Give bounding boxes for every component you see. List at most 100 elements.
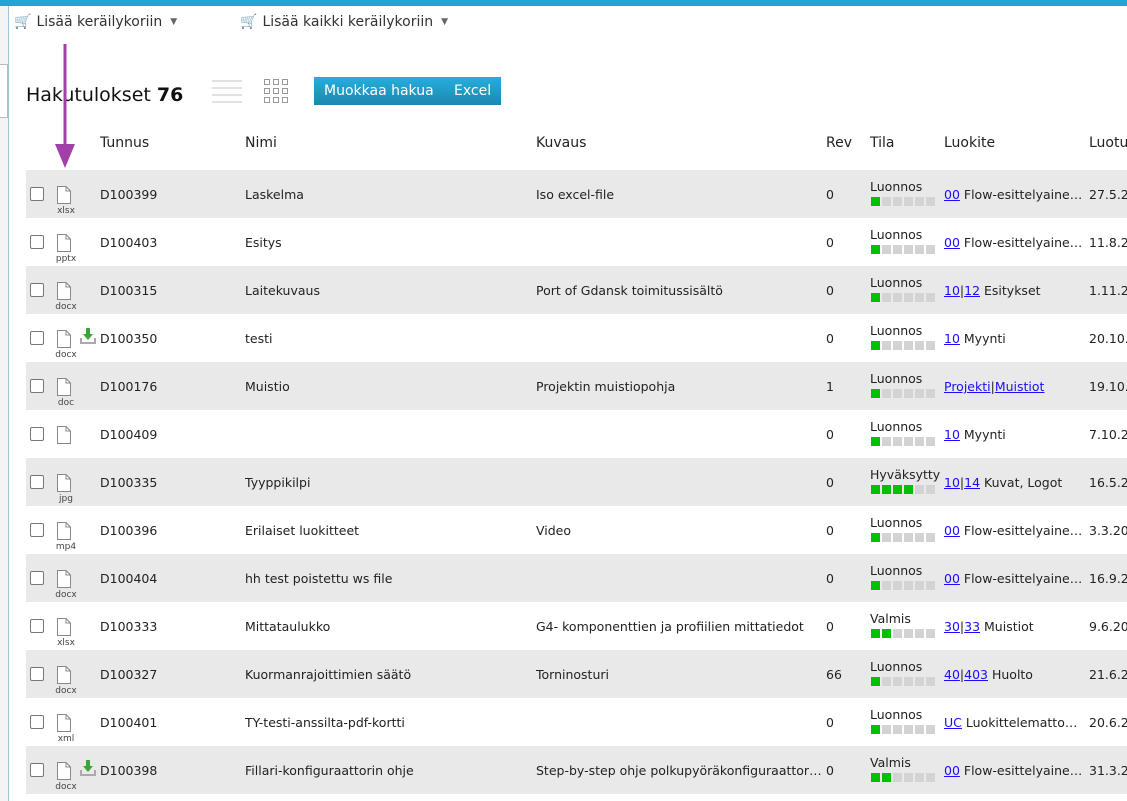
file-icon[interactable]: [57, 762, 71, 780]
document-id[interactable]: D100399: [100, 187, 158, 202]
add-all-to-basket-dropdown[interactable]: 🛒 Lisää kaikki keräilykoriin ▼: [240, 14, 448, 30]
classification-link[interactable]: 10: [944, 427, 960, 442]
document-id[interactable]: D100176: [100, 379, 158, 394]
document-id[interactable]: D100403: [100, 235, 158, 250]
row-checkbox[interactable]: [30, 763, 44, 777]
left-panel-edge[interactable]: [0, 6, 9, 801]
classification-link[interactable]: 40: [944, 667, 960, 682]
file-icon[interactable]: [57, 234, 71, 252]
table-row[interactable]: xlsx D100399 Laskelma Iso excel-file 0 L…: [26, 170, 1127, 218]
document-name[interactable]: hh test poistettu ws file: [245, 571, 393, 586]
column-header-tunnus[interactable]: Tunnus: [100, 135, 150, 151]
classification-link[interactable]: 10: [944, 475, 960, 490]
classification-link[interactable]: 10: [944, 283, 960, 298]
table-row[interactable]: doc D100176 Muistio Projektin muistiopoh…: [26, 362, 1127, 410]
table-row[interactable]: mp4 D100396 Erilaiset luokitteet Video 0…: [26, 506, 1127, 554]
document-id[interactable]: D100315: [100, 283, 158, 298]
column-header-tila[interactable]: Tila: [870, 135, 895, 151]
document-id[interactable]: D100401: [100, 715, 158, 730]
created-date: 16.5.20: [1089, 475, 1127, 490]
file-icon[interactable]: [57, 714, 71, 732]
document-name[interactable]: Laskelma: [245, 187, 304, 202]
classification-link[interactable]: 00: [944, 763, 960, 778]
file-icon[interactable]: [57, 522, 71, 540]
list-view-icon[interactable]: [212, 80, 242, 106]
classification-link[interactable]: 33: [964, 619, 981, 634]
column-header-luokite[interactable]: Luokite: [944, 135, 996, 151]
document-id[interactable]: D100335: [100, 475, 158, 490]
classification-link[interactable]: 14: [964, 475, 981, 490]
row-checkbox[interactable]: [30, 571, 44, 585]
edit-search-button[interactable]: Muokkaa hakua: [314, 77, 444, 105]
row-checkbox[interactable]: [30, 715, 44, 729]
classification-link[interactable]: 00: [944, 187, 960, 202]
row-checkbox[interactable]: [30, 475, 44, 489]
row-checkbox[interactable]: [30, 235, 44, 249]
document-id[interactable]: D100327: [100, 667, 158, 682]
download-icon[interactable]: [80, 327, 96, 345]
document-name[interactable]: Mittataulukko: [245, 619, 331, 634]
table-row[interactable]: docx D100327 Kuormanrajoittimien säätö T…: [26, 650, 1127, 698]
document-name[interactable]: Erilaiset luokitteet: [245, 523, 360, 538]
table-row[interactable]: docx D100315 Laitekuvaus Port of Gdansk …: [26, 266, 1127, 314]
row-checkbox[interactable]: [30, 523, 44, 537]
file-icon[interactable]: [57, 186, 71, 204]
document-name[interactable]: Muistio: [245, 379, 290, 394]
document-name[interactable]: Tyyppikilpi: [245, 475, 311, 490]
document-name[interactable]: testi: [245, 331, 273, 346]
add-to-basket-dropdown[interactable]: 🛒 Lisää keräilykoriin ▼: [14, 14, 177, 30]
table-row[interactable]: jpg D100335 Tyyppikilpi 0 Hyväksytty 10|…: [26, 458, 1127, 506]
column-header-nimi[interactable]: Nimi: [245, 135, 277, 151]
table-row[interactable]: D100409 0 Luonnos 10 Myynti 7.10.20: [26, 410, 1127, 458]
row-checkbox[interactable]: [30, 667, 44, 681]
document-name[interactable]: Kuormanrajoittimien säätö: [245, 667, 412, 682]
classification-link[interactable]: 00: [944, 235, 960, 250]
classification-link[interactable]: 00: [944, 571, 960, 586]
file-icon[interactable]: [57, 330, 71, 348]
document-id[interactable]: D100350: [100, 331, 158, 346]
document-id[interactable]: D100404: [100, 571, 158, 586]
classification-link[interactable]: 12: [964, 283, 981, 298]
file-icon[interactable]: [57, 666, 71, 684]
row-checkbox[interactable]: [30, 379, 44, 393]
classification-link[interactable]: Projekti: [944, 379, 991, 394]
table-row[interactable]: xlsx D100333 Mittataulukko G4- komponent…: [26, 602, 1127, 650]
row-checkbox[interactable]: [30, 427, 44, 441]
table-row[interactable]: xml D100401 TY-testi-anssilta-pdf-kortti…: [26, 698, 1127, 746]
column-header-luotu[interactable]: Luotu: [1089, 135, 1127, 151]
document-id[interactable]: D100398: [100, 763, 158, 778]
file-icon[interactable]: [57, 570, 71, 588]
file-icon[interactable]: [57, 474, 71, 492]
table-row[interactable]: docx D100350 testi 0 Luonnos 10 Myynti 2…: [26, 314, 1127, 362]
table-row[interactable]: pptx D100403 Esitys 0 Luonnos 00 Flow-es…: [26, 218, 1127, 266]
row-checkbox[interactable]: [30, 283, 44, 297]
row-checkbox[interactable]: [30, 187, 44, 201]
classification-link[interactable]: 10: [944, 331, 960, 346]
document-id[interactable]: D100396: [100, 523, 158, 538]
classification-link[interactable]: Muistiot: [994, 379, 1045, 394]
classification-link[interactable]: 30: [944, 619, 960, 634]
row-checkbox[interactable]: [30, 331, 44, 345]
column-header-kuvaus[interactable]: Kuvaus: [536, 135, 587, 151]
file-icon[interactable]: [57, 282, 71, 300]
file-icon[interactable]: [57, 378, 71, 396]
table-row[interactable]: docx D100398 Fillari-konfiguraattorin oh…: [26, 746, 1127, 794]
document-name[interactable]: Fillari-konfiguraattorin ohje: [245, 763, 414, 778]
excel-button[interactable]: Excel: [444, 77, 502, 105]
download-icon[interactable]: [80, 759, 96, 777]
file-icon[interactable]: [57, 618, 71, 636]
table-row[interactable]: docx D100404 hh test poistettu ws file 0…: [26, 554, 1127, 602]
state-progress: [871, 773, 935, 782]
classification-link[interactable]: UC: [944, 715, 962, 730]
document-id[interactable]: D100333: [100, 619, 158, 634]
document-name[interactable]: Laitekuvaus: [245, 283, 320, 298]
grid-view-icon[interactable]: [264, 79, 288, 103]
document-name[interactable]: TY-testi-anssilta-pdf-kortti: [245, 715, 405, 730]
column-header-rev[interactable]: Rev: [826, 135, 852, 151]
classification-link[interactable]: 00: [944, 523, 960, 538]
row-checkbox[interactable]: [30, 619, 44, 633]
classification-link[interactable]: 403: [964, 667, 988, 682]
document-name[interactable]: Esitys: [245, 235, 282, 250]
file-icon[interactable]: [57, 426, 71, 444]
document-id[interactable]: D100409: [100, 427, 158, 442]
